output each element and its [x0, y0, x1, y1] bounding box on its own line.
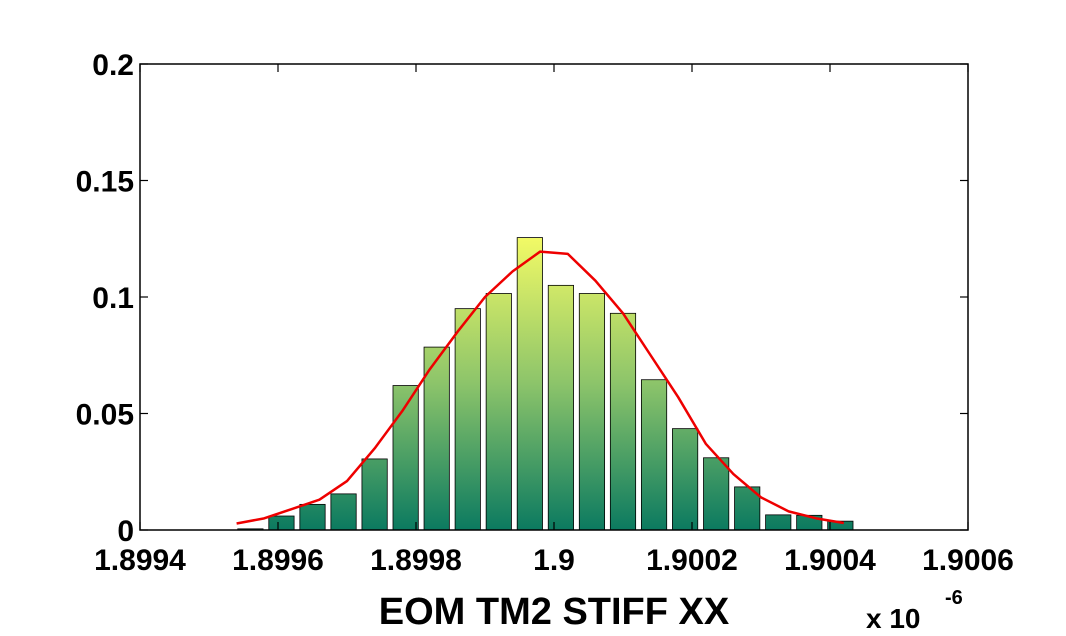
histogram-bar [516, 237, 543, 531]
histogram-bar [672, 428, 699, 531]
y-tick-label: 0 [117, 515, 134, 548]
x-multiplier-exponent: -6 [945, 587, 963, 609]
x-tick-label: 1.9004 [784, 544, 876, 577]
x-tick-label: 1.9002 [646, 544, 738, 577]
x-tick-label: 1.8996 [232, 544, 324, 577]
y-tick-label: 0.1 [92, 282, 134, 315]
x-tick-label: 1.8994 [94, 544, 186, 577]
histogram-bar [423, 346, 450, 531]
histogram-bar [485, 293, 512, 531]
histogram-bar [392, 385, 419, 531]
histogram-bar [361, 458, 388, 531]
x-tick-labels: 1.8994 1.8996 1.8998 1.9 1.9002 1.9004 1.9006 [94, 544, 1014, 577]
x-tick-label: 1.9006 [922, 544, 1014, 577]
x-axis-label: EOM TM2 STIFF XX [379, 591, 730, 633]
x-multiplier-label: x 10 [866, 603, 921, 634]
histogram-bar [703, 457, 730, 531]
x-tick-label: 1.8998 [370, 544, 462, 577]
bar-series [237, 237, 854, 531]
fit-line-series [236, 250, 845, 525]
y-tick-label: 0.05 [76, 399, 134, 432]
axis-ticks [139, 63, 969, 531]
y-tick-label: 0.2 [92, 49, 134, 82]
histogram-bar [268, 515, 295, 531]
y-tick-labels: 0 0.05 0.1 0.15 0.2 [76, 49, 134, 548]
histogram-bar [547, 284, 574, 531]
histogram-bar [765, 514, 792, 531]
histogram-bar [330, 493, 357, 531]
fit-curve [236, 250, 845, 525]
x-tick-label: 1.9 [533, 544, 575, 577]
histogram-bar [578, 293, 606, 531]
histogram-bar [609, 312, 637, 531]
y-tick-label: 0.15 [76, 166, 134, 199]
histogram-bar [454, 308, 481, 531]
histogram-bar [299, 503, 326, 531]
histogram-bar [640, 379, 668, 531]
